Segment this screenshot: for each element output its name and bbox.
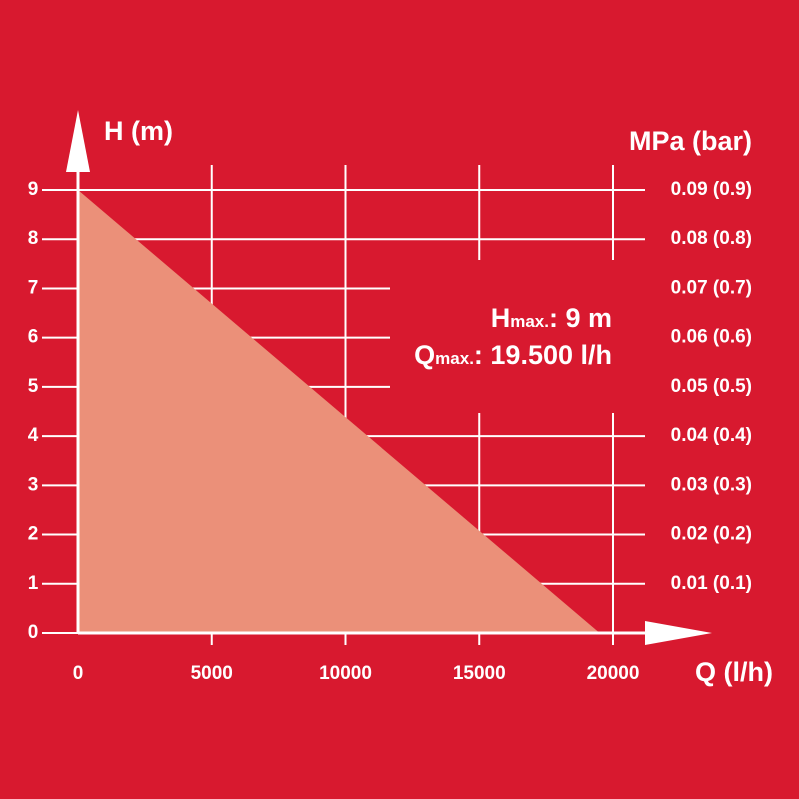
y-tick-label: 1 — [28, 573, 39, 594]
y2-axis-label: MPa (bar) — [629, 126, 752, 156]
annotation-text: : 9 m — [549, 303, 612, 333]
y-tick-label: 2 — [28, 524, 39, 545]
y-tick-label: 4 — [28, 425, 39, 446]
x-tick-label: 0 — [73, 663, 84, 684]
x-axis-arrow — [645, 621, 712, 645]
y2-tick-label: 0.06 (0.6) — [671, 327, 752, 348]
annotation-text: : 19.500 l/h — [474, 340, 612, 370]
y-tick-label: 7 — [28, 277, 39, 298]
x-axis-label: Q (l/h) — [695, 657, 773, 687]
annotation: Hmax.: 9 m — [491, 303, 612, 333]
y-tick-label: 6 — [28, 327, 39, 348]
plot — [78, 190, 600, 633]
x-tick-label: 5000 — [191, 663, 233, 684]
y-tick-label: 3 — [28, 474, 39, 495]
y2-tick-label: 0.03 (0.3) — [671, 474, 752, 495]
area — [78, 190, 600, 633]
annotation-symbol: H — [491, 303, 511, 333]
y-tick-label: 8 — [28, 228, 39, 249]
y-tick-label: 0 — [28, 622, 39, 643]
x-tick-label: 15000 — [453, 663, 506, 684]
y2-tick-label: 0.04 (0.4) — [671, 425, 752, 446]
labels: 0 1 2 3 4 5 6 7 8 9 0 5000 10000 15000 20000 0.01 (0.1)… — [28, 179, 752, 684]
y-axis-arrow — [66, 110, 90, 172]
y2-tick-label: 0.05 (0.5) — [671, 376, 752, 397]
annotation-subscript: max. — [435, 349, 474, 368]
y2-tick-label: 0.01 (0.1) — [671, 573, 752, 594]
annotation-symbol: Q — [414, 340, 435, 370]
y2-tick-label: 0.09 (0.9) — [671, 179, 752, 200]
y-tick-label: 9 — [28, 179, 39, 200]
annotation-subscript: max. — [510, 312, 549, 331]
annotation: Qmax.: 19.500 l/h — [414, 340, 612, 370]
y-axis-label: H (m) — [104, 116, 173, 146]
y-tick-label: 5 — [28, 376, 39, 397]
x-tick-label: 20000 — [587, 663, 640, 684]
x-tick-label: 10000 — [319, 663, 372, 684]
y2-tick-label: 0.08 (0.8) — [671, 228, 752, 249]
y2-tick-label: 0.02 (0.2) — [671, 524, 752, 545]
y2-tick-label: 0.07 (0.7) — [671, 277, 752, 298]
